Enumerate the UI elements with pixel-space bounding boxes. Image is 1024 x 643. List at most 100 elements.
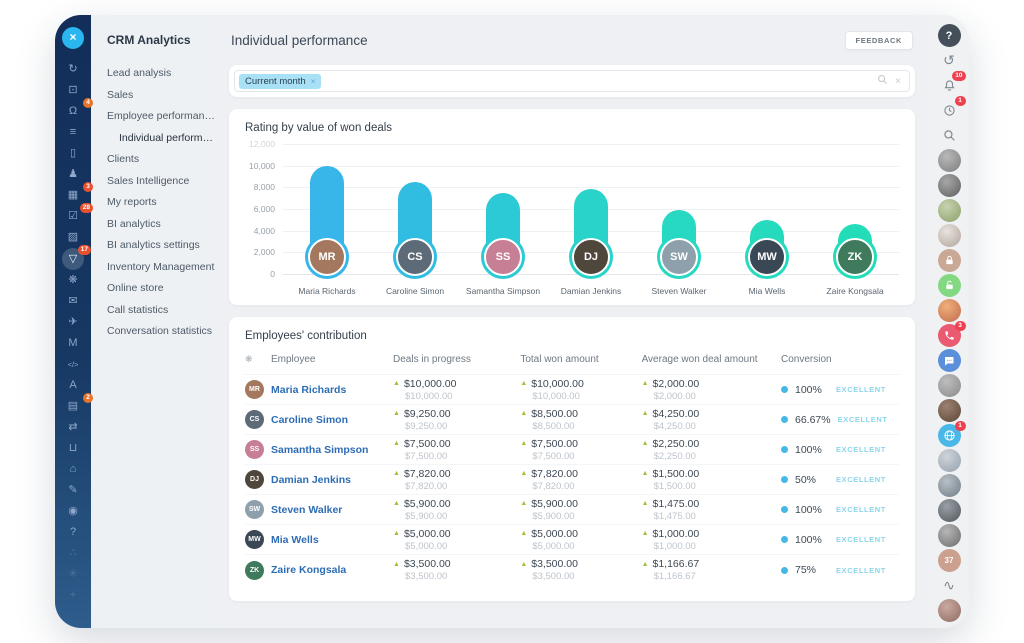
table-row-caroline-simon[interactable]: CS Caroline Simon ▲ $9,250.00 $9,250.00 ▲ $8,5… (245, 405, 899, 435)
user-avatar[interactable] (937, 599, 961, 622)
table-settings-icon[interactable]: ❋ (245, 354, 253, 364)
web-icon[interactable]: 1 (937, 421, 966, 447)
user-avatar[interactable] (937, 174, 961, 197)
user-avatar[interactable] (937, 224, 961, 247)
user-avatar[interactable] (937, 399, 961, 422)
bar-maria-richards[interactable]: MR (283, 144, 371, 279)
bar-damian-jenkins[interactable]: DJ (547, 144, 635, 279)
code-icon[interactable]: </> (67, 359, 79, 369)
sidebar-item-bi-analytics-settings[interactable]: BI analytics settings (107, 239, 200, 251)
marketing-icon[interactable]: A (69, 379, 77, 391)
sidebar-item-inventory-management[interactable]: Inventory Management (107, 260, 215, 273)
table-row-damian-jenkins[interactable]: DJ Damian Jenkins ▲ $7,820.00 $7,820.00 ▲ $7,8… (245, 465, 899, 495)
sidebar-item-clients[interactable]: Clients (107, 153, 140, 165)
help[interactable]: ? (937, 24, 961, 47)
bar-steven-walker[interactable]: SW (635, 144, 723, 279)
bar-caroline-simon[interactable]: CS (371, 144, 459, 279)
filter-chip[interactable]: Current month × (239, 73, 322, 89)
remove-chip-icon[interactable]: × (310, 76, 316, 86)
sidebar-item-bi-analytics[interactable]: BI analytics (107, 217, 161, 230)
sidebar-item-online-store[interactable]: Online store (107, 282, 164, 294)
user-avatar[interactable] (937, 374, 961, 397)
bar-zaire-kongsala[interactable]: ZK (811, 144, 899, 279)
locked-user-icon[interactable] (937, 249, 961, 272)
mail-icon[interactable]: ✉ (68, 295, 78, 307)
employee-name[interactable]: Maria Richards (271, 383, 347, 396)
add-icon[interactable]: + (69, 589, 77, 601)
table-row-samantha-simpson[interactable]: SS Samantha Simpson ▲ $7,500.00 $7,500.00 ▲ $7… (245, 435, 899, 465)
automation-icon[interactable]: ❋ (68, 274, 78, 286)
deals-in-progress-cell: ▲ $9,250.00 $9,250.00 (393, 408, 520, 432)
counter[interactable]: 37 (937, 549, 961, 572)
team-icon[interactable]: ♟ (68, 168, 78, 180)
funnel-icon[interactable]: ▽ 17 (62, 245, 91, 270)
user-avatar[interactable] (937, 499, 961, 522)
table-row-mia-wells[interactable]: MW Mia Wells ▲ $5,000.00 $5,000.00 ▲ $5,000.00… (245, 525, 899, 555)
network-icon[interactable]: ∴ (69, 547, 77, 559)
gridline (283, 144, 899, 145)
previous-value: $5,900.00 (532, 510, 575, 522)
employee-name[interactable]: Steven Walker (271, 503, 343, 516)
y-tick-label: 2,000 (253, 247, 275, 258)
user-avatar[interactable] (937, 299, 961, 322)
user-avatar[interactable] (937, 199, 961, 222)
value: $5,900.00 (403, 497, 451, 510)
sync-icon[interactable]: ↻ (68, 63, 78, 75)
employee-name[interactable]: Zaire Kongsala (271, 564, 347, 576)
sketch[interactable]: ∿ (943, 577, 955, 593)
home-icon[interactable]: ⌂ (69, 463, 77, 475)
bar-mia-wells[interactable]: MW (723, 144, 811, 279)
sidebar-item-my-reports[interactable]: My reports (107, 196, 157, 208)
unlocked-user-icon[interactable] (937, 274, 961, 297)
avatar-initials: ZK (836, 238, 874, 276)
user-avatar[interactable] (937, 474, 961, 497)
gallery-icon[interactable]: ▨ (67, 231, 79, 243)
sidebar-item-lead-analysis[interactable]: Lead analysis (107, 67, 172, 79)
bar-samantha-simpson[interactable]: SS (459, 144, 547, 279)
calls-icon[interactable]: 3 (937, 321, 966, 347)
edit-icon[interactable]: ✎ (68, 484, 78, 496)
sidebar-item-employee-performance[interactable]: Employee performance (107, 110, 215, 122)
filter-input[interactable]: Current month × × (234, 70, 910, 92)
table-row-maria-richards[interactable]: MR Maria Richards ▲ $10,000.00 $10,000.00 ▲ $1… (245, 375, 899, 405)
sidebar-item-individual-performance[interactable]: Individual performance (119, 131, 215, 144)
history[interactable]: ↺ (943, 52, 955, 68)
transfer-icon[interactable]: ⇄ (68, 421, 78, 433)
feedback-button[interactable]: FEEDBACK (844, 30, 913, 50)
table-row-steven-walker[interactable]: SW Steven Walker ▲ $5,900.00 $5,900.00 ▲ $5,90… (245, 495, 899, 525)
table-row-zaire-kongsala[interactable]: ZK Zaire Kongsala ▲ $3,500.00 $3,500.00 ▲ $3,5… (245, 555, 899, 585)
sidebar-item-conversation-statistics[interactable]: Conversation statistics (107, 325, 213, 337)
messenger-icon[interactable] (937, 349, 961, 372)
printer-icon[interactable]: ▤ 2 (60, 393, 93, 417)
calendar-icon[interactable]: ▦ 3 (60, 182, 93, 206)
notifications-icon[interactable]: 10 (938, 71, 966, 97)
employee-name[interactable]: Samantha Simpson (271, 443, 369, 456)
user-avatar[interactable] (937, 149, 961, 172)
cart-icon[interactable]: ⊔ (68, 442, 78, 454)
search-icon[interactable] (938, 124, 961, 147)
employee-name[interactable]: Caroline Simon (271, 413, 349, 426)
list-icon[interactable]: ≡ (69, 126, 77, 138)
document-icon[interactable]: ▯ (69, 147, 77, 159)
sidebar-item-call-statistics[interactable]: Call statistics (107, 303, 169, 316)
search-icon[interactable] (877, 72, 888, 90)
monitor-icon[interactable]: ⊡ (68, 84, 78, 96)
time-tracking-icon[interactable]: 1 (938, 96, 966, 122)
settings-icon[interactable]: ✳ (68, 568, 78, 580)
employee-name[interactable]: Mia Wells (271, 533, 319, 546)
tasks-icon[interactable]: ☑ 28 (60, 203, 93, 227)
employee-name[interactable]: Damian Jenkins (271, 473, 351, 486)
clear-filter-icon[interactable]: × (895, 75, 901, 87)
help-icon[interactable]: ? (69, 526, 77, 538)
metrics-icon[interactable]: M (68, 337, 78, 349)
trend-up-icon: ▲ (393, 440, 400, 447)
sidebar-item-sales[interactable]: Sales (107, 88, 134, 101)
bird-icon[interactable]: ✈ (68, 316, 78, 328)
sidebar-item-sales-intelligence[interactable]: Sales Intelligence (107, 174, 190, 187)
record-icon[interactable]: ◉ (68, 505, 78, 517)
deals-in-progress-cell: ▲ $5,000.00 $5,000.00 (393, 528, 520, 552)
user-avatar[interactable] (937, 449, 961, 472)
user-avatar[interactable] (937, 524, 961, 547)
close-sidebar-button[interactable]: × (62, 27, 84, 49)
